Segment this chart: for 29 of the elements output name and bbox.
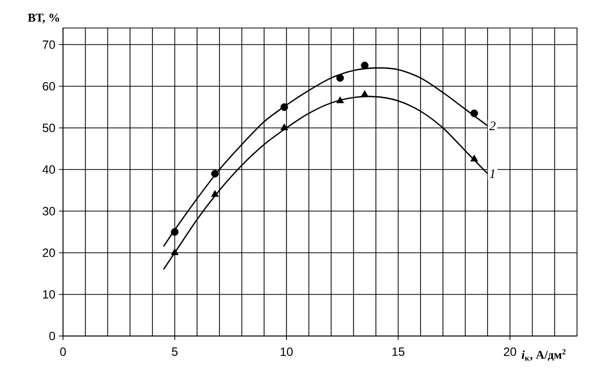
point	[470, 154, 478, 162]
y-tick-label: 70	[42, 40, 56, 49]
y-tick-label: 10	[43, 290, 56, 299]
x-tick-label: 0	[60, 348, 66, 356]
y-axis-title: ВТ, %	[28, 14, 60, 24]
x-tick-label: 10	[280, 348, 293, 356]
x-tick-label: 20	[504, 348, 516, 356]
point	[280, 103, 288, 111]
point	[170, 248, 179, 256]
point	[336, 74, 344, 82]
point	[360, 90, 369, 97]
y-tick-label: 50	[42, 124, 56, 132]
point	[280, 124, 288, 130]
point	[360, 62, 368, 70]
y-tick-label: 30	[42, 206, 56, 216]
point	[470, 110, 478, 118]
point	[336, 96, 344, 104]
y-tick-label: 20	[42, 248, 56, 257]
point	[170, 228, 179, 236]
x-tick-label: 5	[172, 348, 178, 356]
y-tick-label: 40	[42, 165, 56, 174]
point	[211, 170, 219, 178]
annotation: 1	[490, 169, 494, 178]
x-axis-title: i$_{к}$, А/дм$^{2}$	[522, 349, 566, 361]
y-tick-label: 60	[42, 82, 56, 90]
point	[211, 190, 219, 197]
annotation: 2	[489, 122, 496, 130]
y-tick-label: 0	[49, 332, 56, 340]
x-tick-label: 15	[392, 348, 404, 356]
